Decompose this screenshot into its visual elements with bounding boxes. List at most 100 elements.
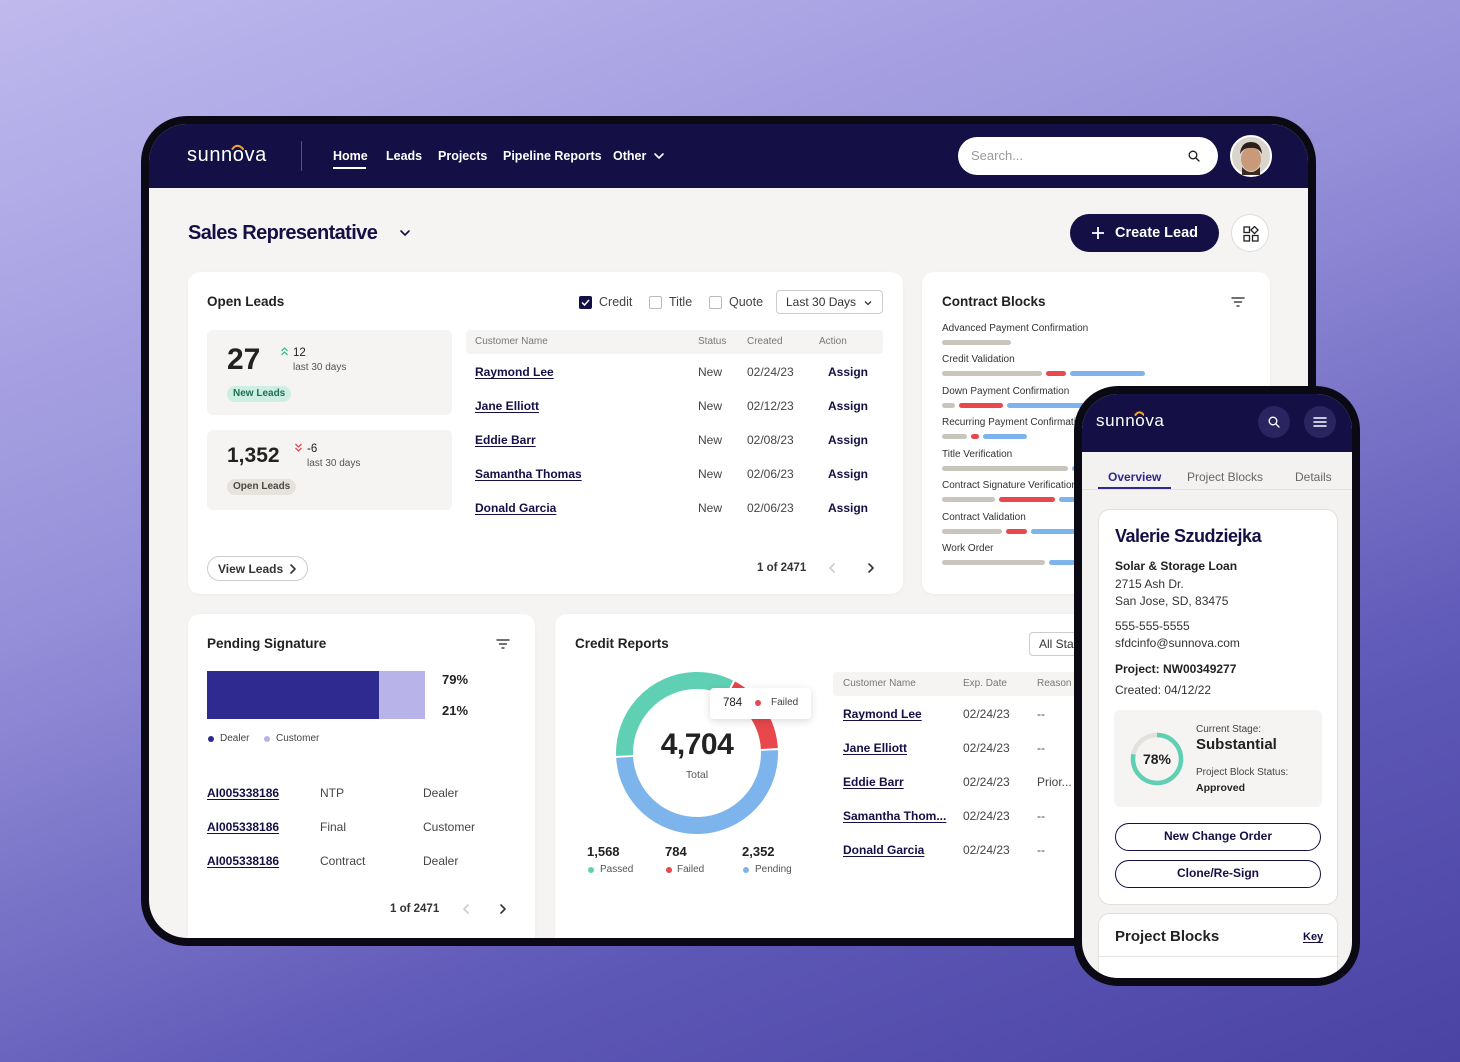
- block-segment: [942, 560, 1045, 565]
- prev-page-part: [463, 904, 469, 914]
- stat-period: last 30 days: [293, 362, 347, 373]
- customer-link[interactable]: Jane Elliott: [843, 741, 908, 755]
- avatar[interactable]: [1230, 135, 1272, 177]
- search-box[interactable]: Search...: [958, 137, 1218, 175]
- filter-checkbox[interactable]: [579, 296, 592, 309]
- assign-action[interactable]: Assign: [828, 399, 869, 413]
- customer-link[interactable]: Samantha Thom...: [843, 809, 947, 823]
- filter-icon[interactable]: [1231, 296, 1245, 308]
- legend-dot: [264, 736, 270, 742]
- address-line: 2715 Ash Dr.: [1115, 577, 1184, 591]
- nav-item[interactable]: Pipeline Reports: [503, 149, 602, 163]
- nav-item[interactable]: Other: [613, 149, 647, 163]
- view-leads-button[interactable]: View Leads: [207, 556, 308, 581]
- action-button[interactable]: Clone/Re-Sign: [1115, 860, 1321, 888]
- action-button[interactable]: New Change Order: [1115, 823, 1321, 851]
- mobile-tab[interactable]: Details: [1295, 470, 1332, 484]
- logo: sunnova: [1096, 411, 1165, 430]
- stat-tag: Open Leads: [227, 479, 297, 495]
- block-label: Contract Signature Verification: [942, 480, 1078, 491]
- select-chevron-part: [864, 301, 872, 306]
- block-label: Contract Validation: [942, 512, 1026, 523]
- create-lead-label: Create Lead: [1115, 225, 1199, 241]
- search-icon[interactable]: [1188, 150, 1200, 162]
- table-cell: New: [698, 433, 723, 447]
- logo-swoosh-part: [1133, 411, 1145, 417]
- divider: [301, 141, 302, 171]
- column-header: Created: [747, 336, 783, 347]
- next-page[interactable]: [866, 562, 876, 574]
- trend-arrow: [295, 443, 302, 452]
- mobile-tab[interactable]: Overview: [1108, 470, 1162, 484]
- customer-link[interactable]: Samantha Thomas: [475, 467, 582, 481]
- column-header: Exp. Date: [963, 678, 1007, 689]
- agreement-link[interactable]: AI005338186: [207, 786, 280, 800]
- prev-page[interactable]: [461, 903, 471, 915]
- loan-type: Solar & Storage Loan: [1115, 559, 1238, 573]
- select-chevron: [864, 301, 872, 306]
- customer-link[interactable]: Jane Elliott: [475, 399, 540, 413]
- stat-box: 27 12 last 30 days New Leads: [207, 330, 452, 415]
- mobile-nav: sunnova: [1082, 394, 1352, 452]
- trend-arrow-part: [281, 347, 288, 356]
- legend-label: Customer: [276, 733, 320, 744]
- section-divider: [1099, 956, 1339, 957]
- assign-action[interactable]: Assign: [828, 365, 869, 379]
- table-cell: --: [1037, 707, 1045, 721]
- filter-checkbox[interactable]: [649, 296, 662, 309]
- filter-checkbox[interactable]: [709, 296, 722, 309]
- other-chevron[interactable]: [653, 150, 665, 162]
- donut-segment: [616, 672, 778, 834]
- pagination: 1 of 2471: [390, 903, 440, 915]
- trend-arrow-part: [295, 443, 302, 452]
- prev-page[interactable]: [827, 562, 837, 574]
- agreement-link[interactable]: AI005338186: [207, 854, 280, 868]
- customer-link[interactable]: Raymond Lee: [475, 365, 554, 379]
- search-icon-part: [1195, 157, 1200, 162]
- assign-action[interactable]: Assign: [828, 501, 869, 515]
- card-title: Pending Signature: [207, 636, 327, 651]
- nav-item[interactable]: Leads: [386, 149, 423, 163]
- customer-link[interactable]: Donald Garcia: [475, 501, 557, 515]
- role-chevron[interactable]: [399, 227, 411, 239]
- mobile-menu[interactable]: [1304, 406, 1336, 438]
- email: sfdcinfo@sunnova.com: [1115, 636, 1240, 650]
- filter-icon[interactable]: [496, 638, 510, 650]
- other-chevron-part: [654, 153, 664, 159]
- filter-icon-part: [496, 639, 510, 649]
- block-segment: [959, 403, 1003, 408]
- grid-button[interactable]: [1231, 214, 1269, 252]
- tooltip: 784 Failed: [710, 688, 811, 719]
- customer-link[interactable]: Eddie Barr: [475, 433, 536, 447]
- block-segment: [942, 466, 1068, 471]
- menu-icon-part: [1313, 417, 1327, 427]
- customer-link[interactable]: Eddie Barr: [843, 775, 904, 789]
- table-cell: Prior...: [1037, 775, 1072, 789]
- customer-link[interactable]: Raymond Lee: [843, 707, 922, 721]
- customer-link[interactable]: Donald Garcia: [843, 843, 925, 857]
- filter-icon-part: [1231, 297, 1245, 307]
- nav-item[interactable]: Home: [333, 149, 368, 163]
- date-range-select[interactable]: Last 30 Days: [776, 290, 883, 314]
- mobile-tab[interactable]: Project Blocks: [1187, 470, 1264, 484]
- progress-arc: [1130, 732, 1184, 786]
- legend-dot: [666, 867, 672, 873]
- table-cell: Customer: [423, 820, 476, 834]
- table-cell: 02/24/23: [963, 775, 1010, 789]
- table-cell: New: [698, 467, 723, 481]
- search-icon-part: [1275, 423, 1280, 428]
- assign-action[interactable]: Assign: [828, 467, 869, 481]
- next-page[interactable]: [498, 903, 508, 915]
- agreement-link[interactable]: AI005338186: [207, 820, 280, 834]
- assign-action[interactable]: Assign: [828, 433, 869, 447]
- block-label: Advanced Payment Confirmation: [942, 323, 1089, 334]
- plus-icon: [1092, 227, 1104, 239]
- block-segment: [942, 529, 1002, 534]
- nav-item[interactable]: Projects: [438, 149, 488, 163]
- table-cell: Contract: [320, 854, 366, 868]
- key-link[interactable]: Key: [1303, 931, 1324, 943]
- legend-value: 2,352: [742, 844, 775, 859]
- stat-period: last 30 days: [307, 458, 361, 469]
- mobile-search[interactable]: [1258, 406, 1290, 438]
- create-lead-button[interactable]: Create Lead: [1070, 214, 1219, 252]
